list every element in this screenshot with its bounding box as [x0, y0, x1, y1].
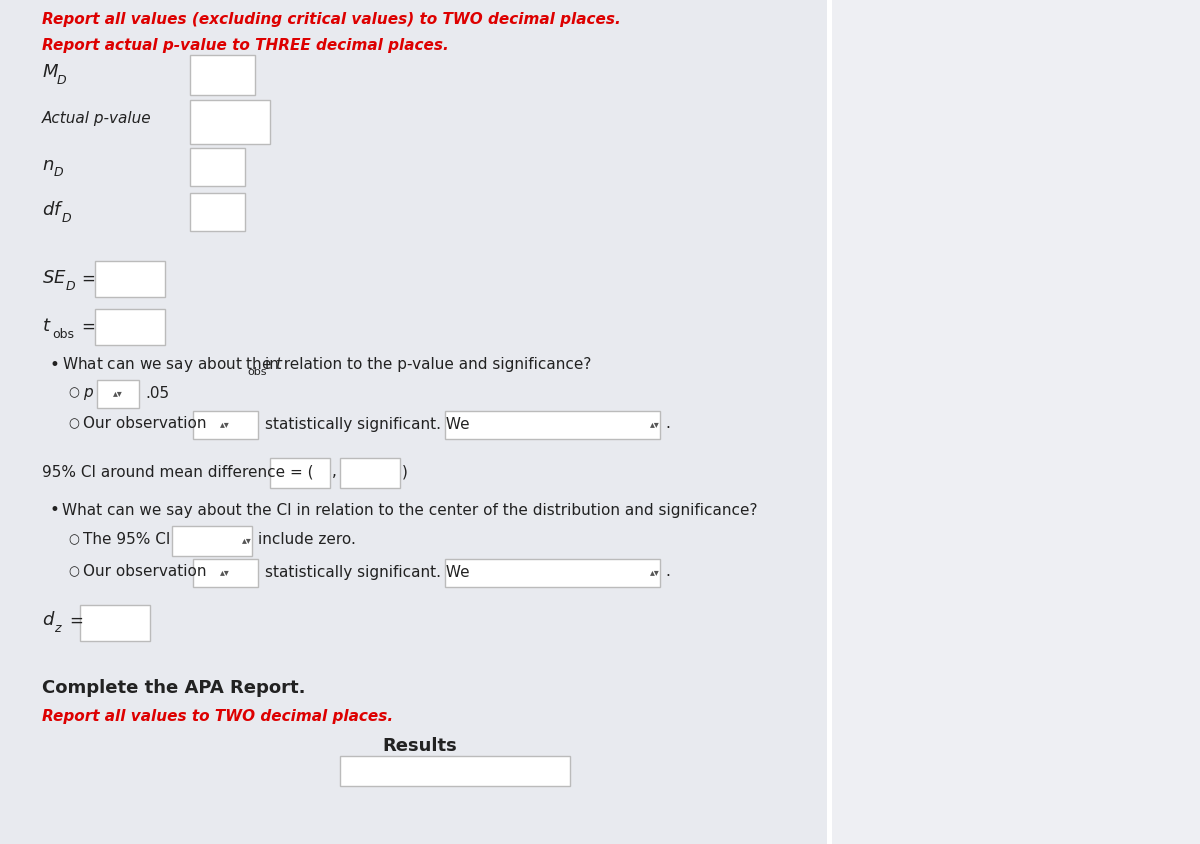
Text: $df$: $df$ — [42, 201, 64, 219]
FancyBboxPatch shape — [97, 380, 139, 408]
FancyBboxPatch shape — [340, 458, 400, 488]
Text: statistically significant. We: statistically significant. We — [265, 565, 469, 580]
Text: Report all values to TWO decimal places.: Report all values to TWO decimal places. — [42, 708, 394, 723]
Text: $SE$: $SE$ — [42, 269, 67, 287]
Text: Our observation: Our observation — [83, 565, 206, 580]
Text: $M$: $M$ — [42, 63, 59, 81]
Text: ▴▾: ▴▾ — [113, 388, 122, 398]
Text: obs: obs — [247, 367, 266, 377]
Text: $t$: $t$ — [42, 317, 52, 335]
Text: z: z — [54, 621, 60, 635]
FancyBboxPatch shape — [190, 193, 245, 231]
Text: ○: ○ — [68, 533, 79, 547]
Text: $=$: $=$ — [66, 611, 83, 629]
Text: obs: obs — [52, 327, 74, 340]
Text: include zero.: include zero. — [258, 533, 356, 548]
Text: 95% CI around mean difference = (: 95% CI around mean difference = ( — [42, 464, 313, 479]
FancyBboxPatch shape — [95, 309, 166, 345]
Text: •: • — [50, 501, 60, 519]
FancyBboxPatch shape — [270, 458, 330, 488]
Text: Our observation: Our observation — [83, 416, 206, 431]
Text: statistically significant. We: statistically significant. We — [265, 416, 469, 431]
FancyBboxPatch shape — [340, 756, 570, 786]
Text: ▴▾: ▴▾ — [650, 419, 660, 429]
Text: $n$: $n$ — [42, 156, 54, 174]
Text: p: p — [83, 386, 92, 401]
Text: Complete the APA Report.: Complete the APA Report. — [42, 679, 306, 697]
FancyBboxPatch shape — [190, 148, 245, 186]
Text: D: D — [54, 166, 64, 180]
FancyBboxPatch shape — [445, 411, 660, 439]
Text: .05: .05 — [145, 386, 169, 401]
FancyBboxPatch shape — [193, 411, 258, 439]
FancyBboxPatch shape — [193, 559, 258, 587]
Text: .: . — [665, 565, 670, 580]
Text: Actual p-value: Actual p-value — [42, 111, 151, 126]
Text: •: • — [50, 356, 60, 374]
Text: $d$: $d$ — [42, 611, 55, 629]
FancyBboxPatch shape — [95, 261, 166, 297]
FancyBboxPatch shape — [445, 559, 660, 587]
Text: Report all values (excluding critical values) to TWO decimal places.: Report all values (excluding critical va… — [42, 12, 620, 27]
Text: ○: ○ — [68, 418, 79, 430]
Text: Report actual p-value to THREE decimal places.: Report actual p-value to THREE decimal p… — [42, 38, 449, 53]
Text: The 95% CI: The 95% CI — [83, 533, 170, 548]
FancyBboxPatch shape — [172, 526, 252, 556]
Text: What can we say about the CI in relation to the center of the distribution and s: What can we say about the CI in relation… — [62, 502, 757, 517]
Text: What can we say about the $t$: What can we say about the $t$ — [62, 355, 284, 375]
FancyBboxPatch shape — [80, 605, 150, 641]
Text: in relation to the p-value and significance?: in relation to the p-value and significa… — [265, 358, 592, 372]
FancyBboxPatch shape — [830, 0, 1200, 844]
Text: ▴▾: ▴▾ — [242, 535, 252, 545]
Text: Results: Results — [383, 737, 457, 755]
Text: ): ) — [402, 464, 408, 479]
Text: ,: , — [332, 464, 337, 479]
FancyBboxPatch shape — [827, 0, 832, 844]
Text: .: . — [665, 416, 670, 431]
Text: D: D — [58, 73, 67, 86]
FancyBboxPatch shape — [190, 100, 270, 144]
Text: $=$: $=$ — [78, 269, 95, 287]
Text: $=$: $=$ — [78, 317, 95, 335]
Text: ○: ○ — [68, 387, 79, 399]
Text: D: D — [66, 279, 76, 293]
Text: ▴▾: ▴▾ — [220, 567, 230, 577]
Text: D: D — [62, 212, 72, 225]
Text: ○: ○ — [68, 565, 79, 578]
Text: ▴▾: ▴▾ — [650, 567, 660, 577]
FancyBboxPatch shape — [190, 55, 256, 95]
Text: ▴▾: ▴▾ — [220, 419, 230, 429]
